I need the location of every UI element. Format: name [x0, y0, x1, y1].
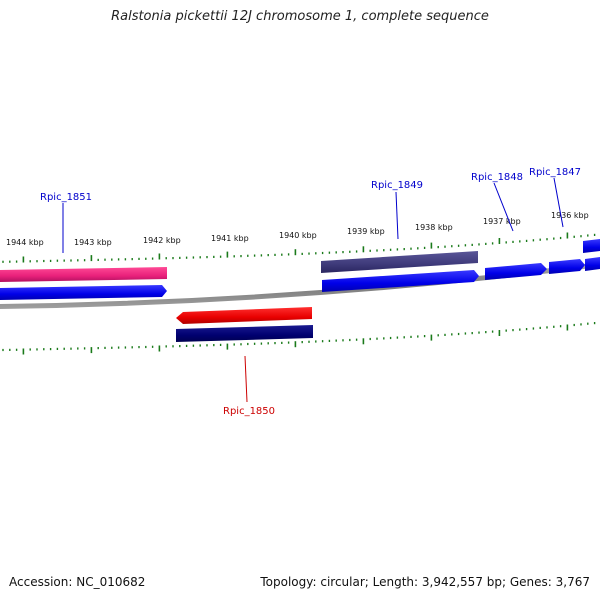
gene-bar-rpic-1849[interactable] — [321, 251, 478, 273]
gene-bar-rpic-1851[interactable] — [0, 267, 167, 282]
cds-arrow-rpic-1847[interactable] — [549, 259, 585, 274]
tick-label-1942: 1942 kbp — [143, 236, 181, 245]
tick-label-1936: 1936 kbp — [551, 211, 589, 220]
gene-bar-1836kbp-edge[interactable] — [583, 239, 600, 253]
scale-ticks-lower — [2, 322, 596, 355]
scale-ticks-upper — [2, 232, 596, 263]
tick-label-1938: 1938 kbp — [415, 223, 453, 232]
tick-label-1944: 1944 kbp — [6, 238, 44, 247]
tick-label-1937: 1937 kbp — [483, 217, 521, 226]
tick-label-1939: 1939 kbp — [347, 227, 385, 236]
leader-rpic-1848 — [493, 182, 514, 232]
genome-summary-text: Topology: circular; Length: 3,942,557 bp… — [260, 575, 590, 589]
cds-arrow-rpic-1850[interactable] — [176, 307, 312, 324]
cds-arrow-edge[interactable] — [585, 257, 600, 271]
gene-label-rpic-1850[interactable]: Rpic_1850 — [223, 406, 275, 417]
tick-label-1941: 1941 kbp — [211, 234, 249, 243]
leader-rpic-1847 — [553, 177, 564, 228]
scale-labels: 1944 kbp 1943 kbp 1942 kbp 1941 kbp 1940… — [6, 211, 589, 247]
gene-label-rpic-1849[interactable]: Rpic_1849 — [371, 180, 423, 191]
gene-label-rpic-1848[interactable]: Rpic_1848 — [471, 172, 523, 183]
accession-text: Accession: NC_010682 — [9, 575, 146, 589]
cds-arrow-rpic-1848[interactable] — [485, 263, 547, 280]
leader-rpic-1849 — [395, 191, 399, 240]
cds-arrow-rpic-1849[interactable] — [322, 270, 479, 292]
cds-arrow-rpic-1851[interactable] — [0, 285, 167, 300]
gene-label-rpic-1851[interactable]: Rpic_1851 — [40, 192, 92, 203]
tick-label-1940: 1940 kbp — [279, 231, 317, 240]
tick-label-1943: 1943 kbp — [74, 238, 112, 247]
chromosome-backbone — [0, 262, 600, 309]
leader-rpic-1850 — [244, 355, 248, 403]
gene-label-rpic-1847[interactable]: Rpic_1847 — [529, 167, 581, 178]
gene-bar-rpic-1850[interactable] — [176, 325, 313, 342]
page-title: Ralstonia pickettii 12J chromosome 1, co… — [111, 9, 489, 24]
